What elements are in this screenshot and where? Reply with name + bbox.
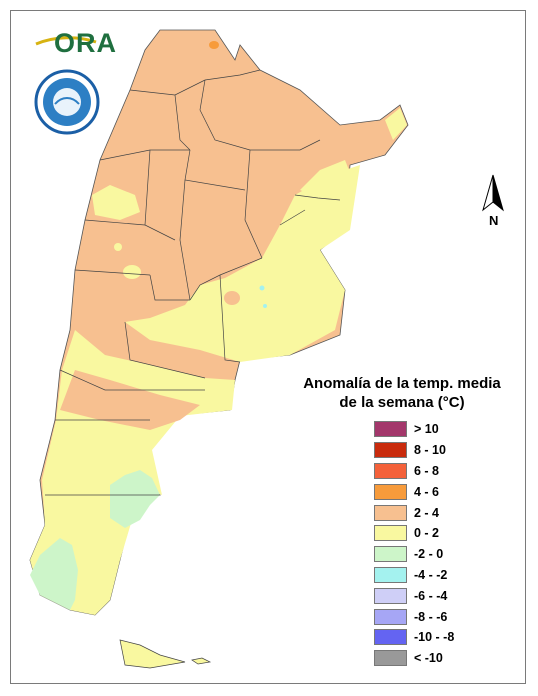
- legend-item: -10 - -8: [374, 627, 494, 648]
- orange-spot-north: [209, 41, 219, 49]
- legend-swatch: [374, 525, 407, 542]
- legend-swatch: [374, 421, 407, 438]
- yellow-spot-northwest: [92, 185, 140, 220]
- legend-swatch: [374, 608, 407, 625]
- legend-label: < -10: [414, 651, 443, 666]
- legend-swatch: [374, 442, 407, 459]
- cyan-speck-1: [259, 285, 265, 291]
- legend-label: 2 - 4: [414, 505, 440, 520]
- legend-item: -4 - -2: [374, 565, 494, 586]
- cyan-speck-2: [263, 304, 267, 308]
- green-region-santa-cruz: [110, 470, 160, 528]
- legend-item: -8 - -6: [374, 606, 494, 627]
- yellow-spot-west: [114, 243, 122, 251]
- orange-spot-pampas: [224, 291, 240, 305]
- legend-title: Anomalía de la temp. media de la semana …: [282, 374, 522, 412]
- legend-swatch: [374, 546, 407, 563]
- north-label: N: [489, 213, 499, 228]
- legend-label: -6 - -4: [414, 588, 448, 603]
- legend-item: < -10: [374, 648, 494, 669]
- legend-label: -2 - 0: [414, 547, 444, 562]
- ora-logo-swoosh: [35, 36, 97, 46]
- legend-item: -2 - 0: [374, 544, 494, 565]
- green-region-southwest: [30, 538, 78, 610]
- yellow-spot-cuyo: [123, 265, 141, 279]
- legend-item: 4 - 6: [374, 481, 494, 502]
- ora-logo: ORA: [54, 28, 117, 58]
- orange-band-patagonia: [60, 370, 200, 430]
- legend-title-line-2: de la semana (°C): [339, 394, 465, 411]
- legend-swatch: [374, 504, 407, 521]
- yellow-region-center-east: [125, 165, 360, 362]
- legend-label: 6 - 8: [414, 463, 440, 478]
- yellow-region-mesopotamia: [300, 160, 352, 200]
- smn-seal-icon: [34, 69, 100, 135]
- province-boundaries: [45, 69, 341, 496]
- yellow-tip-northeast: [385, 108, 407, 140]
- islands-south: [191, 657, 212, 665]
- legend-item: > 10: [374, 419, 494, 440]
- legend-swatch: [374, 462, 407, 479]
- legend-item: 8 - 10: [374, 440, 494, 461]
- legend: > 10 8 - 10 6 - 8 4 - 6 2 - 4 0 - 2 -2 - 0 -4 -…: [374, 419, 494, 669]
- legend-title-line-1: Anomalía de la temp. media: [303, 375, 501, 392]
- north-arrow-icon: [482, 174, 504, 212]
- legend-swatch: [374, 483, 407, 500]
- legend-label: -8 - -6: [414, 609, 448, 624]
- legend-item: -6 - -4: [374, 585, 494, 606]
- legend-swatch: [374, 566, 407, 583]
- legend-item: 6 - 8: [374, 461, 494, 482]
- legend-label: 8 - 10: [414, 443, 446, 458]
- legend-item: 2 - 4: [374, 502, 494, 523]
- legend-swatch: [374, 650, 407, 667]
- legend-swatch: [374, 587, 407, 604]
- legend-label: -10 - -8: [414, 630, 455, 645]
- legend-label: -4 - -2: [414, 567, 448, 582]
- legend-item: 0 - 2: [374, 523, 494, 544]
- legend-label: > 10: [414, 422, 439, 437]
- tierra-del-fuego: [119, 639, 186, 669]
- legend-label: 4 - 6: [414, 484, 440, 499]
- legend-label: 0 - 2: [414, 526, 440, 541]
- legend-swatch: [374, 629, 407, 646]
